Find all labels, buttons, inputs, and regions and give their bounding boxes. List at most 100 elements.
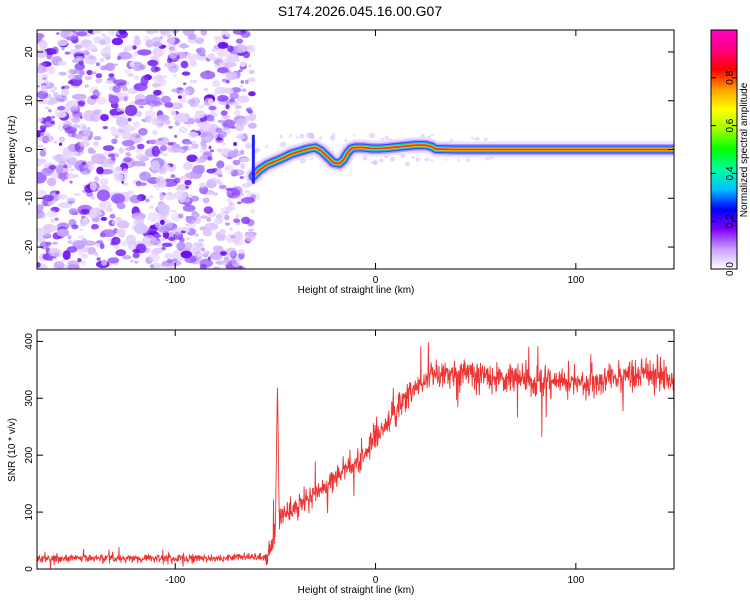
noise-blob — [214, 218, 224, 225]
noise-blob — [75, 133, 83, 140]
noise-blob — [38, 144, 44, 148]
noise-blob — [113, 243, 120, 250]
noise-blob — [133, 82, 148, 92]
noise-blob — [207, 177, 221, 185]
noise-blob — [167, 147, 182, 154]
noise-blob — [100, 216, 108, 221]
noise-blob — [154, 140, 162, 146]
noise-blob — [81, 151, 85, 154]
noise-blob — [241, 266, 246, 269]
noise-blob — [73, 69, 81, 74]
noise-blob — [156, 213, 162, 217]
noise-blob — [217, 119, 225, 124]
noise-blob — [202, 229, 213, 237]
noise-blob — [226, 187, 241, 199]
noise-blob — [126, 190, 134, 195]
noise-blob — [222, 142, 226, 146]
noise-blob — [185, 185, 189, 189]
noise-blob — [172, 74, 178, 78]
noise-blob — [46, 177, 57, 187]
noise-blob — [92, 89, 100, 99]
noise-blob — [145, 30, 157, 35]
noise-blob — [52, 258, 58, 261]
spectrogram-y-tick-label: 10 — [24, 95, 35, 107]
noise-blob — [174, 134, 178, 138]
noise-blob — [186, 222, 197, 229]
noise-blob — [61, 46, 65, 51]
snr-series-line — [37, 342, 674, 569]
noise-blob — [137, 49, 152, 56]
noise-blob — [240, 163, 246, 169]
noise-blob — [64, 51, 71, 55]
colorbar-tick-label: 0.6 — [725, 118, 736, 132]
noise-speck — [280, 141, 286, 148]
noise-blob — [236, 201, 242, 205]
noise-blob — [239, 176, 245, 179]
noise-blob — [244, 232, 256, 242]
noise-blob — [240, 30, 251, 38]
noise-blob — [157, 204, 170, 214]
noise-blob — [245, 142, 253, 149]
noise-blob — [191, 143, 199, 149]
noise-blob — [168, 125, 174, 129]
noise-blob — [67, 68, 77, 74]
noise-blob — [64, 126, 77, 134]
noise-blob — [116, 228, 126, 237]
noise-blob — [232, 102, 240, 106]
spectrogram-y-tick-label: -20 — [24, 239, 35, 254]
noise-blob — [55, 164, 64, 175]
noise-blob — [118, 30, 127, 35]
noise-blob — [167, 63, 173, 67]
noise-blob — [54, 140, 59, 144]
colorbar-tick-label: 0.0 — [725, 262, 736, 276]
noise-blob — [96, 166, 104, 175]
noise-blob — [187, 124, 191, 128]
noise-blob — [111, 220, 117, 226]
spectrogram-y-axis: -20 -10 0 10 20 — [24, 46, 674, 254]
noise-blob — [236, 232, 241, 236]
noise-blob — [152, 82, 161, 88]
noise-blob — [62, 250, 71, 260]
noise-blob — [185, 237, 191, 241]
noise-blob — [147, 211, 158, 223]
noise-blob — [91, 223, 99, 230]
noise-blob — [127, 73, 134, 77]
noise-blob — [86, 161, 95, 166]
noise-blob — [78, 234, 85, 240]
noise-speck — [353, 134, 356, 137]
noise-blob — [182, 82, 187, 86]
snr-x-label: Height of straight line (km) — [298, 585, 415, 596]
noise-blob — [42, 89, 48, 93]
noise-blob — [141, 234, 157, 247]
noise-speck — [405, 161, 410, 167]
noise-blob — [145, 94, 158, 103]
noise-blob — [216, 46, 229, 58]
noise-speck — [445, 158, 448, 161]
noise-blob — [238, 249, 246, 255]
noise-blob — [229, 92, 240, 100]
noise-blob — [205, 70, 210, 75]
noise-blob — [135, 148, 143, 154]
noise-speck — [344, 138, 348, 142]
noise-blob — [48, 225, 59, 232]
noise-blob — [145, 198, 150, 203]
noise-speck — [279, 134, 283, 139]
noise-blob — [152, 129, 158, 135]
noise-blob — [37, 33, 44, 40]
colorbar-ticks: 0.0 0.2 0.4 0.6 0.8 — [711, 70, 737, 276]
noise-blob — [79, 228, 83, 232]
colorbar-label: Normalized spectral amplitude — [739, 82, 750, 217]
noise-blob — [122, 86, 128, 92]
noise-blob — [99, 243, 105, 250]
noise-blob — [189, 79, 198, 84]
noise-blob — [179, 43, 188, 49]
noise-blob — [220, 251, 226, 256]
noise-speck — [265, 145, 269, 148]
spectrogram-y-tick-label: 20 — [24, 46, 35, 58]
noise-blob — [245, 107, 252, 113]
noise-blob — [82, 217, 89, 226]
noise-blob — [187, 98, 196, 105]
noise-blob — [164, 192, 176, 201]
noise-blob — [150, 264, 154, 269]
noise-blob — [221, 114, 229, 119]
